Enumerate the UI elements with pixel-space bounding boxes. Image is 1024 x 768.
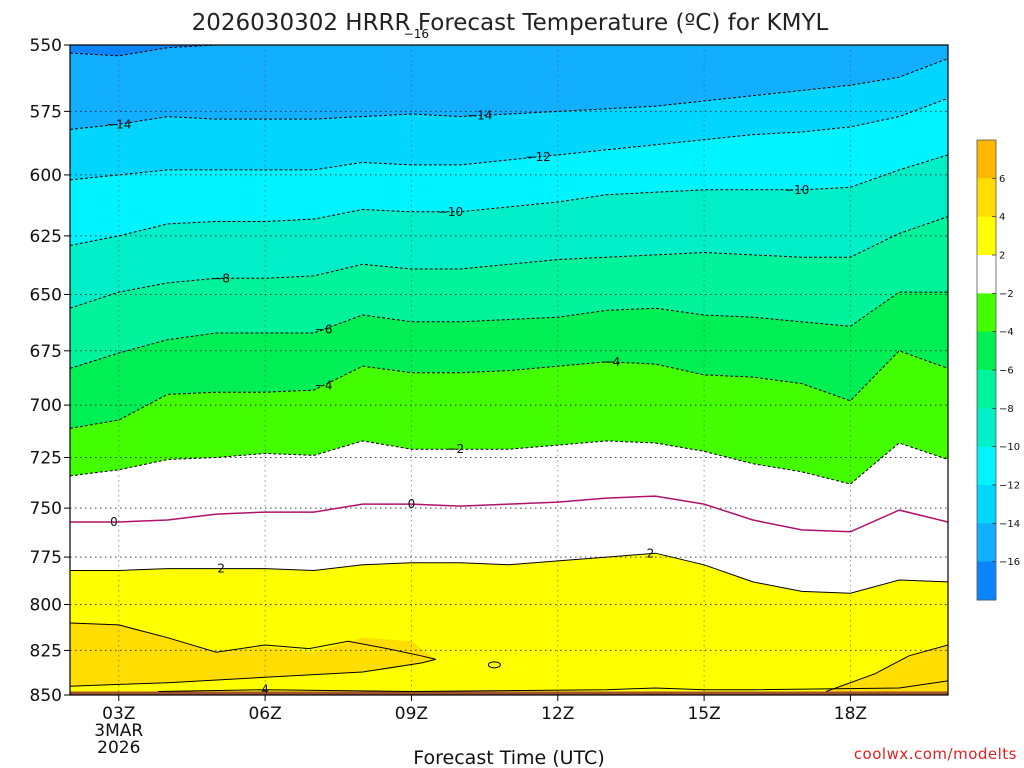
colorbar-label: −16: [999, 557, 1020, 568]
colorbar-label: 4: [999, 212, 1005, 223]
isotherm-line: [70, 440, 948, 485]
y-tick-label: 650: [30, 285, 62, 305]
pressure-axis: 550 575 600 625 650 675 700 725 750 775 800 825 850: [30, 36, 70, 706]
colorbar-label: −10: [999, 442, 1020, 453]
x-tick-label: 06Z: [248, 704, 281, 724]
isotherm-label: −10: [438, 205, 463, 219]
x-axis-label: Forecast Time (UTC): [413, 747, 604, 768]
isotherm-label: 0: [408, 497, 416, 511]
y-tick-label: 775: [30, 548, 62, 568]
colorbar-legend: 6 4 2 −2 −4 −6 −8 −10 −12 −14 −16: [976, 139, 1020, 601]
isotherm-label: −12: [526, 150, 551, 164]
colorbar-swatch: [977, 523, 996, 563]
colorbar-label: −14: [999, 519, 1020, 530]
band-m8-m6: [70, 216, 948, 369]
y-tick-label: 825: [30, 641, 62, 661]
isotherm-label: −14: [467, 109, 492, 123]
isotherm-closed-contour: [487, 661, 501, 669]
colorbar-swatch: [977, 561, 996, 601]
x-tick-label: 18Z: [834, 704, 867, 724]
band-m2-p2: [70, 440, 948, 594]
colorbar-swatch: [977, 255, 996, 294]
y-tick-label: 800: [30, 595, 62, 615]
colorbar-swatch: [977, 408, 996, 448]
isotherm-label: −4: [315, 378, 333, 392]
isotherm-line: [70, 350, 948, 429]
chart-title: 2026030302 HRRR Forecast Temperature (ºC…: [192, 10, 829, 36]
isotherm-line: [70, 216, 948, 309]
isotherm-line: [70, 154, 948, 246]
y-tick-label: 675: [30, 342, 62, 362]
isotherm-line: [70, 58, 948, 130]
colorbar-swatch: [977, 140, 996, 179]
y-tick-label: 750: [30, 499, 62, 519]
x-tick-sublabel: 3MAR: [94, 721, 143, 741]
isotherm-label: 0: [110, 515, 118, 529]
x-tick-label: 03Z: [102, 704, 135, 724]
band-m16-m14: [70, 45, 948, 130]
isotherm-line: [157, 680, 948, 693]
band-m10-m8: [70, 154, 948, 309]
isotherm-line: [70, 622, 436, 687]
x-tick-label: 09Z: [395, 704, 428, 724]
band-m12-m10: [70, 98, 948, 246]
isotherm-label: −14: [106, 117, 131, 131]
isotherm-lines: [70, 45, 948, 693]
colorbar-label: −4: [999, 327, 1014, 338]
isotherm-line: [825, 644, 948, 692]
colorbar-swatch: [977, 331, 996, 371]
colorbar-swatch: [977, 293, 996, 333]
x-tick-sublabel: 2026: [97, 738, 140, 758]
isotherm-line: [70, 495, 948, 533]
isotherm-label: 2: [647, 547, 655, 561]
colorbar-label: 2: [999, 251, 1005, 262]
y-tick-label: 625: [30, 227, 62, 247]
x-tick-label: 12Z: [541, 704, 574, 724]
isotherm-line: [70, 291, 948, 369]
isotherm-label: −10: [784, 183, 809, 197]
band-m6-m4: [70, 292, 948, 429]
colorbar-swatch: [977, 446, 996, 486]
y-tick-label: 550: [30, 36, 62, 56]
plot-area: [70, 45, 948, 695]
y-tick-label: 850: [30, 686, 62, 706]
y-tick-label: 600: [30, 166, 62, 186]
y-tick-label: 575: [30, 102, 62, 122]
band-p4-p6-east: [826, 645, 948, 695]
isotherm-line: [70, 552, 948, 594]
plot-frame: [69, 44, 949, 696]
isotherm-label: 2: [217, 562, 225, 576]
band-below-m16: [70, 45, 217, 56]
isotherm-line: [70, 97, 948, 181]
colorbar-label: −8: [999, 404, 1014, 415]
band-p4-p6-west: [70, 623, 436, 695]
x-tick-label: 15Z: [687, 704, 720, 724]
colorbar-swatch: [977, 178, 996, 218]
colorbar-label: −6: [999, 366, 1014, 377]
isotherm-label: −2: [446, 442, 464, 456]
colorbar-label: −2: [999, 289, 1014, 300]
isotherm-label: −16: [404, 27, 429, 41]
y-tick-label: 725: [30, 448, 62, 468]
isotherm-label: −6: [315, 322, 333, 336]
colorbar-swatch: [977, 216, 996, 256]
isotherm-label: −4: [603, 355, 621, 369]
surface-ground: [70, 691, 948, 695]
isotherm-labels: −16 −14 −14 −12 −10 −10 −8 −6 −4 −4 −2 0 0 2 2 4: [106, 27, 809, 697]
colorbar-label: 6: [999, 174, 1005, 185]
colorbar-swatch: [977, 370, 996, 409]
band-m4-m2: [70, 350, 948, 484]
band-m14-m12: [70, 58, 948, 180]
isotherm-label: 4: [261, 683, 269, 697]
y-tick-label: 700: [30, 396, 62, 416]
isotherm-label: −8: [212, 271, 230, 285]
credit-text: coolwx.com/modelts: [854, 745, 1017, 763]
colorbar-label: −12: [999, 481, 1020, 492]
colorbar-swatch: [977, 485, 996, 524]
